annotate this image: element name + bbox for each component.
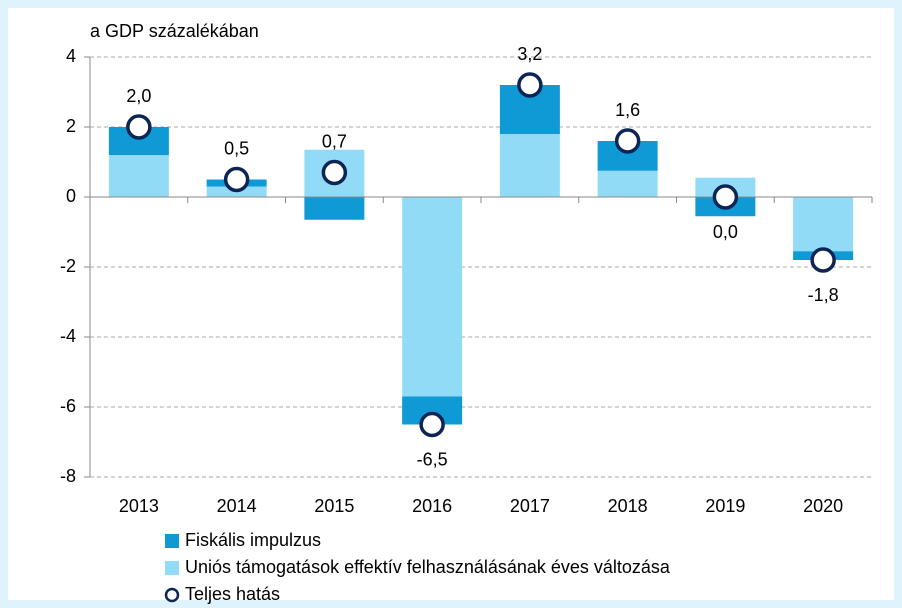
data-label: 0,5 [224, 138, 249, 158]
data-label: 0,7 [322, 131, 347, 151]
total-marker [419, 411, 445, 438]
data-label: 2,0 [126, 86, 151, 106]
legend-label: Teljes hatás [185, 584, 280, 604]
y-tick-label: 4 [66, 46, 76, 66]
y-tick-label: -8 [60, 466, 76, 486]
total-marker [810, 247, 836, 273]
total-marker [223, 166, 250, 193]
data-label: -6,5 [417, 449, 448, 469]
x-tick-label: 2020 [803, 496, 843, 516]
total-marker [517, 72, 543, 98]
total-marker [614, 128, 641, 154]
x-tick-label: 2016 [412, 496, 452, 516]
total-marker [126, 114, 152, 140]
legend-swatch [165, 561, 179, 575]
x-tick-label: 2017 [510, 496, 550, 516]
y-tick-label: 0 [66, 186, 76, 206]
y-tick-label: -4 [60, 326, 76, 346]
bar-segment [108, 155, 169, 197]
data-label: -1,8 [808, 285, 839, 305]
x-tick-label: 2014 [217, 496, 257, 516]
bar-segment [597, 170, 658, 197]
legend-marker [164, 587, 180, 603]
data-label: 1,6 [615, 100, 640, 120]
x-tick-label: 2019 [705, 496, 745, 516]
legend-label: Fiskális impulzus [185, 530, 321, 550]
y-tick-label: 2 [66, 116, 76, 136]
y-tick-label: -2 [60, 256, 76, 276]
x-tick-label: 2015 [314, 496, 354, 516]
data-label: 3,2 [517, 44, 542, 64]
total-marker [321, 159, 348, 186]
x-tick-label: 2018 [608, 496, 648, 516]
bar-segment [304, 197, 365, 220]
bar-segment [793, 197, 854, 252]
x-tick-label: 2013 [119, 496, 159, 516]
legend-swatch [165, 534, 179, 548]
bar-segment [402, 197, 463, 397]
legend-label: Uniós támogatások effektív felhasználásá… [185, 557, 671, 577]
bar-segment [499, 134, 560, 197]
y-tick-label: -6 [60, 396, 76, 416]
chart-title: a GDP százalékában [90, 21, 259, 41]
data-label: 0,0 [713, 222, 738, 242]
total-marker [712, 184, 739, 210]
